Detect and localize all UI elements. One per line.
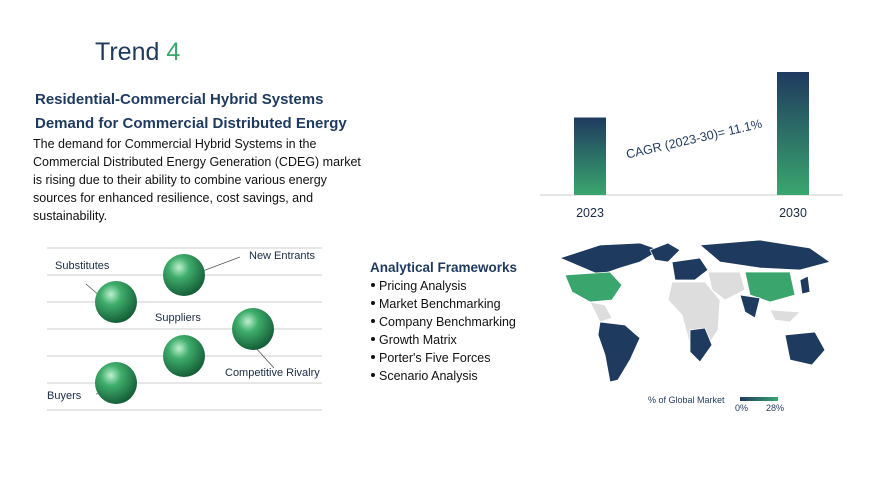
framework-item: Porter's Five Forces — [379, 351, 490, 365]
title-text: Trend — [95, 38, 159, 66]
description-line: sustainability. — [33, 209, 107, 223]
legend-bar — [740, 397, 778, 401]
heading: Demand for Commercial Distributed Energy — [35, 115, 347, 132]
legend-title: % of Global Market — [648, 395, 725, 405]
description-line: The demand for Commercial Hybrid Systems… — [33, 137, 316, 151]
sphere — [95, 362, 137, 404]
description-line: is rising due to their ability to combin… — [33, 173, 328, 187]
x-label: 2030 — [779, 206, 807, 220]
framework-item: Company Benchmarking — [379, 315, 516, 329]
bullet — [371, 319, 375, 323]
bullet — [371, 283, 375, 287]
framework-item: Pricing Analysis — [379, 279, 467, 293]
legend-max: 28% — [766, 403, 784, 413]
frameworks-title: Analytical Frameworks — [370, 260, 517, 275]
framework-item: Market Benchmarking — [379, 297, 501, 311]
framework-item: Growth Matrix — [379, 333, 458, 347]
leader-line — [254, 346, 275, 369]
force-label: Buyers — [47, 390, 82, 402]
bullet — [371, 355, 375, 359]
bullet — [371, 373, 375, 377]
title: Trend 4 — [95, 38, 180, 66]
force-label: Competitive Rivalry — [225, 367, 320, 379]
bullet — [371, 301, 375, 305]
title-number: 4 — [166, 38, 180, 66]
description-line: sources for enhanced resilience, cost sa… — [33, 191, 313, 205]
sphere — [163, 254, 205, 296]
force-label: New Entrants — [249, 250, 316, 262]
world-map — [558, 239, 831, 383]
x-label: 2023 — [576, 206, 604, 220]
force-label: Suppliers — [155, 312, 201, 324]
sphere — [163, 335, 205, 377]
heading: Residential-Commercial Hybrid Systems — [35, 91, 323, 108]
leader-line — [199, 256, 241, 273]
framework-item: Scenario Analysis — [379, 369, 478, 383]
cagr: CAGR (2023-30)= 11.1% — [625, 117, 764, 162]
force-label: Substitutes — [55, 260, 110, 272]
sphere — [95, 281, 137, 323]
bar — [574, 117, 606, 195]
sphere — [232, 308, 274, 350]
bullet — [371, 337, 375, 341]
description-line: Commercial Distributed Energy Generation… — [33, 155, 361, 169]
legend-min: 0% — [735, 403, 748, 413]
bar — [777, 72, 809, 195]
